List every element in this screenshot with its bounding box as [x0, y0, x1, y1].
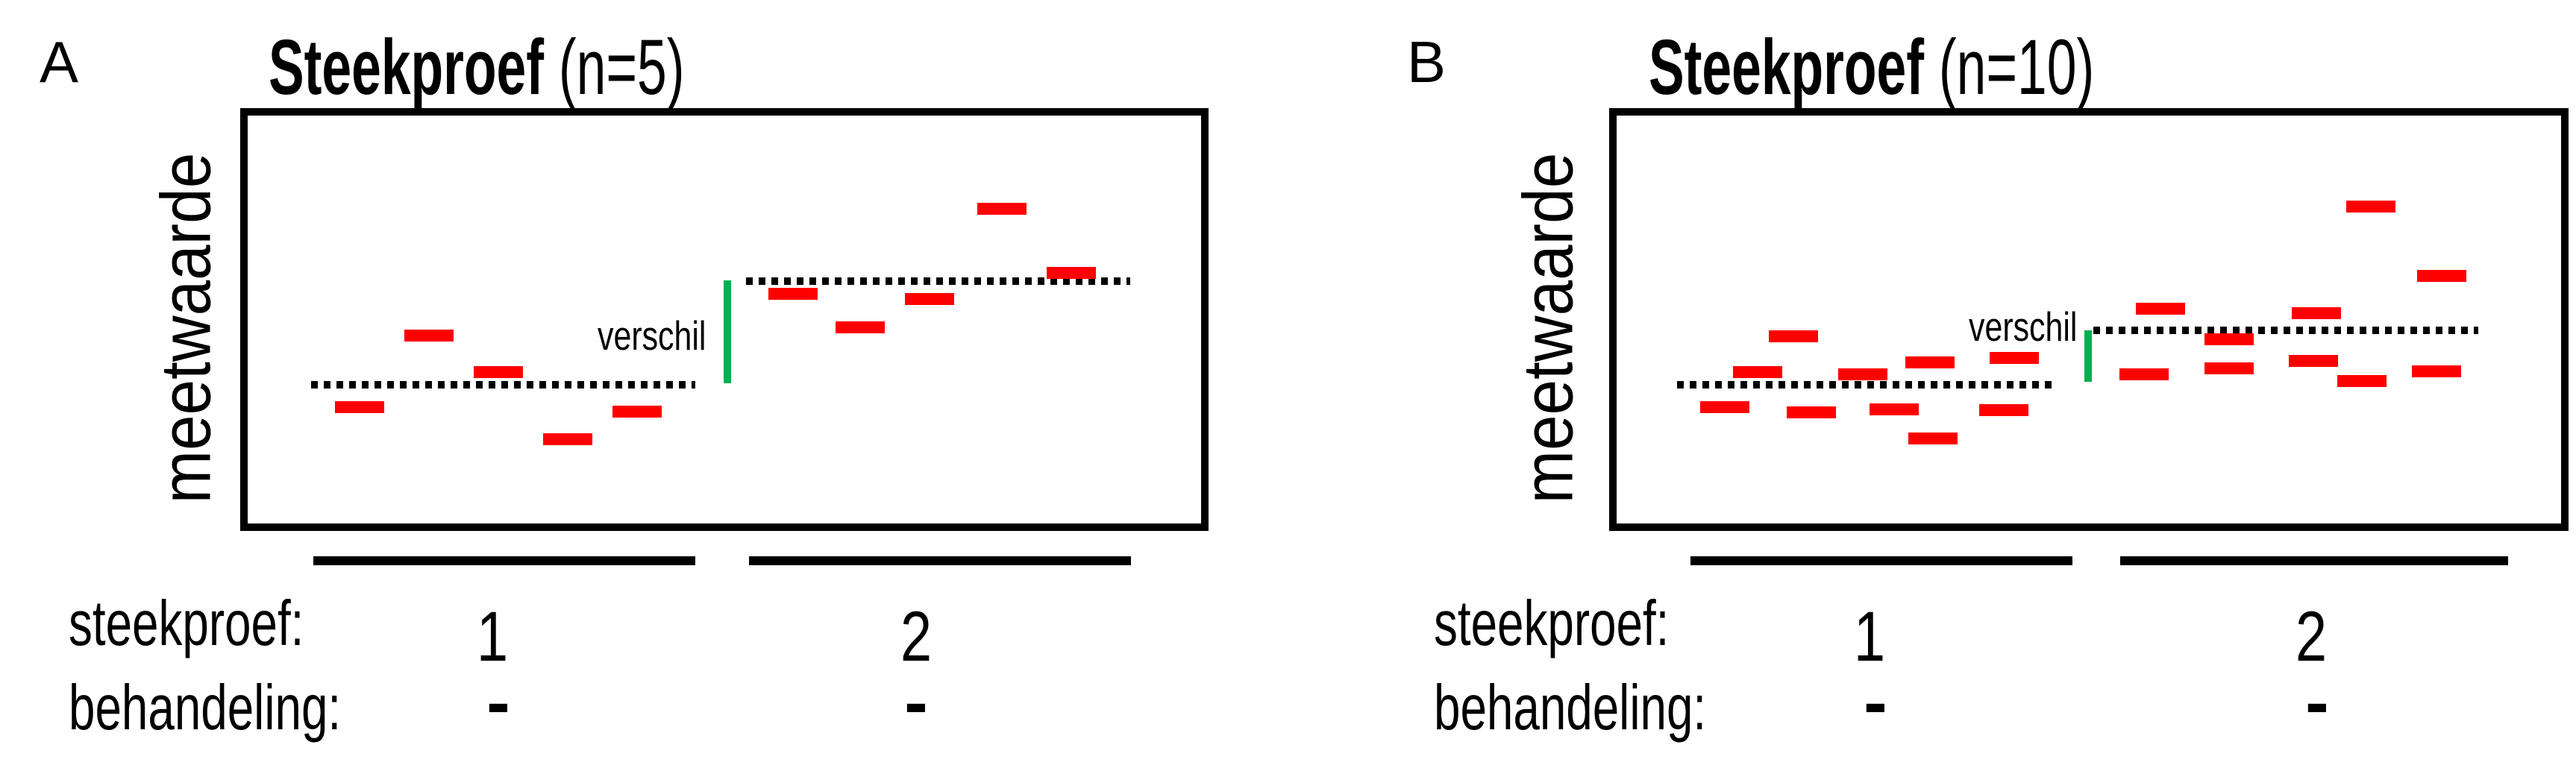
- data-point-dash: [1769, 330, 1818, 342]
- panel-b-sample1-treatment: -: [1864, 663, 1887, 742]
- data-point-dash: [543, 433, 592, 445]
- data-point-dash: [768, 288, 818, 300]
- panel-a-title: Steekproef (n=5): [269, 28, 685, 107]
- panel-b-title-bold: Steekproef: [1649, 24, 1925, 111]
- panel-a-letter: A: [40, 29, 79, 95]
- data-point-dash: [1838, 368, 1887, 380]
- data-point-dash: [2292, 307, 2341, 319]
- panel-a-sample2-number: 2: [900, 597, 933, 676]
- panel-a-sample1-number: 1: [476, 597, 509, 676]
- panel-b-verschil-bar: [2084, 330, 2092, 382]
- data-point-dash: [1700, 401, 1749, 413]
- data-point-dash: [1733, 366, 1782, 378]
- panel-a-sample-row-label: steekproef:: [69, 588, 304, 659]
- data-point-dash: [977, 203, 1027, 215]
- panel-b-sample1-mean-line: [1677, 381, 2058, 389]
- panel-a-sample1-treatment: -: [486, 663, 510, 742]
- data-point-dash: [474, 366, 523, 378]
- panel-b-y-axis-label: meetwaarde: [1508, 152, 1588, 504]
- data-point-dash: [2119, 368, 2169, 380]
- panel-b-sample2-underline: [2120, 556, 2508, 565]
- data-point-dash: [1979, 404, 2028, 416]
- panel-a-verschil-label: verschil: [597, 312, 706, 359]
- data-point-dash: [836, 321, 885, 333]
- data-point-dash: [1047, 267, 1096, 279]
- data-point-dash: [2417, 270, 2466, 282]
- panel-b-sample2-treatment: -: [2305, 663, 2329, 742]
- data-point-dash: [1870, 403, 1919, 415]
- data-point-dash: [1905, 356, 1955, 368]
- panel-a-treatment-row-label: behandeling:: [69, 673, 342, 743]
- panel-a-title-bold: Steekproef: [269, 24, 545, 111]
- panel-b-sample2-mean-line: [2093, 327, 2478, 334]
- data-point-dash: [2204, 333, 2254, 345]
- panel-a-verschil-bar: [724, 280, 731, 383]
- data-point-dash: [335, 401, 384, 413]
- panel-a-plot-box: [240, 108, 1209, 531]
- panel-b-title-suffix: (n=10): [1924, 24, 2095, 111]
- data-point-dash: [2136, 303, 2185, 315]
- panel-a-sample1-underline: [313, 556, 695, 565]
- data-point-dash: [2204, 362, 2254, 374]
- panel-b-sample1-number: 1: [1853, 597, 1886, 676]
- panel-b-sample2-number: 2: [2295, 597, 2328, 676]
- data-point-dash: [2289, 355, 2338, 367]
- panel-b-letter: B: [1407, 29, 1447, 95]
- panel-b-sample-row-label: steekproef:: [1434, 588, 1670, 659]
- panel-b-title: Steekproef (n=10): [1649, 28, 2094, 107]
- panel-a-sample2-underline: [749, 556, 1131, 565]
- data-point-dash: [612, 406, 662, 418]
- panel-a-sample2-treatment: -: [904, 663, 928, 742]
- panel-a-y-axis-label: meetwaarde: [146, 152, 226, 504]
- data-point-dash: [2346, 201, 2395, 213]
- data-point-dash: [1908, 433, 1958, 444]
- panel-b-verschil-label: verschil: [1968, 303, 2077, 350]
- panel-b-sample1-underline: [1690, 556, 2072, 565]
- panel-a-sample2-mean-line: [746, 277, 1130, 285]
- data-point-dash: [2337, 375, 2387, 387]
- panel-a-title-suffix: (n=5): [544, 24, 685, 111]
- data-point-dash: [905, 293, 954, 305]
- panel-a-sample1-mean-line: [311, 381, 695, 389]
- data-point-dash: [404, 330, 454, 342]
- data-point-dash: [2412, 365, 2461, 377]
- panel-b-treatment-row-label: behandeling:: [1434, 673, 1707, 743]
- data-point-dash: [1990, 352, 2039, 364]
- panel-b-plot-box: [1609, 108, 2569, 531]
- data-point-dash: [1787, 406, 1836, 418]
